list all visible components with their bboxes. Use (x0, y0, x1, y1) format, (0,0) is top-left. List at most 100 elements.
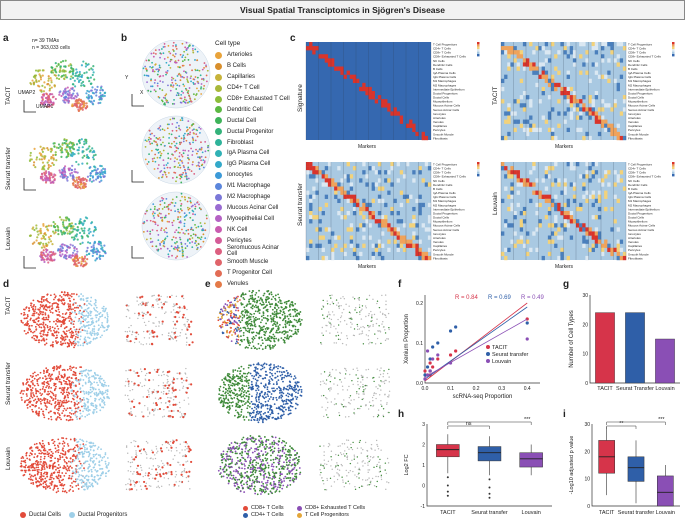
cell-dot (184, 233, 186, 235)
umap-point (93, 165, 96, 168)
cell-dot (28, 401, 30, 404)
heatmap-cell (566, 202, 570, 208)
heatmap-cell (387, 247, 391, 253)
heatmap-cell (554, 86, 558, 92)
cell-dot (71, 336, 74, 339)
heatmap-cell (315, 227, 319, 232)
umap-point (88, 99, 91, 103)
cell-dot (143, 337, 146, 339)
cell-dot (176, 245, 179, 247)
cell-dot (53, 365, 56, 368)
cell-dot (66, 341, 69, 344)
ductal-spatial-plots (19, 291, 194, 494)
heatmap-cell (551, 198, 555, 204)
heatmap-cell (337, 66, 341, 71)
cell-dot (173, 303, 175, 305)
cell-dot (188, 133, 191, 136)
cell-dot (54, 323, 57, 325)
umap-point (75, 160, 78, 164)
cell-dot (86, 414, 89, 417)
cell-dot (148, 387, 151, 390)
cell-dot (106, 319, 109, 322)
umap-point (60, 218, 63, 221)
cell-dot (102, 396, 105, 398)
heatmap-cell (541, 74, 545, 79)
heatmap-cell (529, 99, 533, 104)
cell-dot (151, 66, 153, 69)
cell-dot (159, 397, 162, 400)
cell-dot (43, 416, 46, 419)
cell-dot (70, 390, 73, 392)
cell-dot (70, 322, 72, 325)
heatmap-row-label: Ductal Progenitors (628, 91, 653, 95)
heatmap-cell (513, 170, 517, 175)
heatmap-cell (601, 247, 605, 253)
cell-dot (36, 378, 39, 381)
cell-dot (96, 334, 99, 336)
heatmap-cell (390, 182, 394, 187)
umap-point (91, 176, 95, 179)
cell-dot (183, 166, 185, 169)
heatmap-cell (346, 174, 350, 179)
cell-dot (128, 305, 130, 307)
cell-dot (23, 308, 26, 311)
cell-dot (166, 166, 169, 169)
cell-dot (36, 400, 38, 403)
cell-dot (186, 387, 189, 390)
cell-dot (179, 335, 181, 337)
cell-dot (163, 241, 166, 243)
cell-dot (35, 442, 38, 445)
umap-point (73, 97, 76, 100)
cell-dot (32, 372, 35, 375)
row-label-seurat-a: Seurat transfer (5, 147, 12, 190)
heatmap-cell (352, 251, 357, 257)
umap-point (46, 161, 49, 164)
umap-point (46, 147, 49, 150)
cell-dot (89, 388, 92, 391)
cell-dot (153, 389, 155, 391)
cell-dot (87, 475, 90, 478)
cell-dot (36, 317, 39, 320)
cell-dot (40, 480, 43, 482)
cell-dot (172, 84, 175, 87)
cell-dot (26, 399, 28, 402)
cell-dot (101, 334, 103, 337)
cell-dot (183, 50, 186, 53)
umap-point (88, 90, 91, 93)
heatmap-xlabel-tacit: Markers (555, 144, 574, 150)
cell-dot (167, 208, 170, 211)
cell-dot (93, 330, 96, 333)
heatmap-cell (309, 206, 313, 212)
heatmap-cell (418, 202, 422, 208)
heatmap-cell (569, 50, 574, 55)
heatmap-cell (597, 190, 602, 195)
heatmap-cell (535, 190, 539, 195)
colorbar-segment (672, 162, 675, 165)
cell-dot (92, 388, 95, 391)
cell-dot (167, 253, 170, 256)
cell-dot (158, 177, 160, 179)
cell-dot (82, 324, 85, 327)
umap-point (98, 240, 101, 243)
heatmap-cell (597, 206, 602, 212)
heatmap-cell (538, 202, 542, 208)
cell-dot (59, 343, 62, 346)
umap-point (82, 181, 85, 185)
heatmap-cell (526, 119, 530, 124)
umap-point (75, 233, 79, 236)
cell-dot (205, 217, 208, 220)
cell-dot (179, 221, 182, 224)
cell-dot (162, 136, 165, 139)
cell-dot (124, 330, 127, 333)
umap-point (62, 219, 65, 222)
cell-dot (49, 390, 52, 393)
legend-item: Venules (215, 279, 290, 290)
panel-label-h: h (398, 409, 405, 420)
cell-dot (84, 415, 87, 418)
heatmap-cell (409, 243, 413, 248)
cell-dot (177, 208, 179, 211)
umap-point (48, 174, 51, 177)
umap-point (63, 244, 66, 247)
heatmap-cell (582, 103, 586, 108)
cell-dot (45, 316, 48, 319)
